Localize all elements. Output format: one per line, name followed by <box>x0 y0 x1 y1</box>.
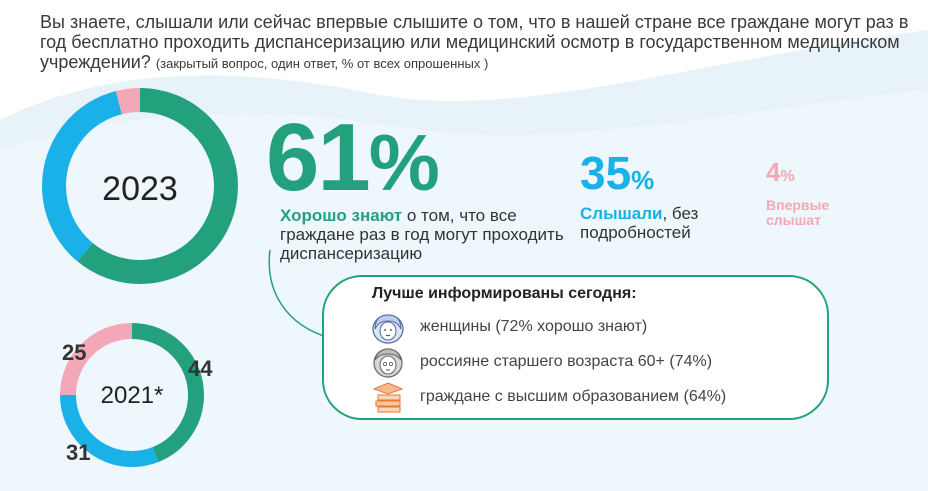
donut-2023-slice-first-time <box>42 88 238 284</box>
donut-2021-label-heard: 31 <box>66 440 91 465</box>
stat-heard-value: 35% <box>580 148 654 205</box>
stat-first-time-description: Впервые слышат <box>766 197 830 228</box>
donut-2021-slice-heard <box>60 323 204 467</box>
woman-face-icon <box>372 314 404 344</box>
stat-first-time-pct: % <box>780 168 795 185</box>
stat-heard-description: Слышали, без подробностей <box>580 204 750 242</box>
stat-well-known-highlight: Хорошо знают <box>280 206 403 225</box>
donut-2021-slice-first-time <box>60 323 204 467</box>
donut-chart-2023 <box>42 88 238 284</box>
info-box-title: Лучше информированы сегодня: <box>372 285 637 302</box>
donut-chart-2021 <box>60 323 204 467</box>
stat-heard-pct: % <box>631 165 655 195</box>
info-row-women-text: женщины (72% хорошо знают) <box>420 318 648 335</box>
stat-first-time-number: 4 <box>766 157 781 187</box>
info-row-elderly-text: россияне старшего возраста 60+ (74%) <box>420 353 713 370</box>
stat-well-known-pct: % <box>368 118 440 207</box>
donut-2023-year-label: 2023 <box>102 170 178 208</box>
question-text: Вы знаете, слышали или сейчас впервые сл… <box>40 12 909 72</box>
stat-well-known-rest: о том, что все граждане раз в год могут … <box>280 206 564 263</box>
stat-heard-rest: , без подробностей <box>580 204 699 242</box>
stat-heard-highlight: Слышали <box>580 204 663 223</box>
stat-well-known-value: 61% <box>266 108 440 213</box>
elderly-face-icon <box>373 348 403 378</box>
donut-2023-slice-heard <box>42 88 238 284</box>
info-box: Лучше информированы сегодня: женщины (72… <box>322 275 829 420</box>
question-note: (закрытый вопрос, один ответ, % от всех … <box>155 56 489 71</box>
stat-well-known-description: Хорошо знают о том, что все граждане раз… <box>280 206 580 263</box>
stat-heard-number: 35 <box>580 147 632 199</box>
books-graduation-cap-icon <box>372 382 404 413</box>
donut-2021-year-label: 2021* <box>100 382 164 409</box>
donut-2021-label-well-known: 44 <box>188 356 213 381</box>
info-row-education-text: граждане с высшим образованием (64%) <box>420 388 727 405</box>
stat-well-known-number: 61 <box>266 104 371 211</box>
survey-question: Вы знаете, слышали или сейчас впервые сл… <box>40 12 910 74</box>
connector-line <box>268 250 331 339</box>
stat-first-time-value: 4% <box>766 158 795 191</box>
donut-2021-label-first-time: 25 <box>62 340 87 365</box>
